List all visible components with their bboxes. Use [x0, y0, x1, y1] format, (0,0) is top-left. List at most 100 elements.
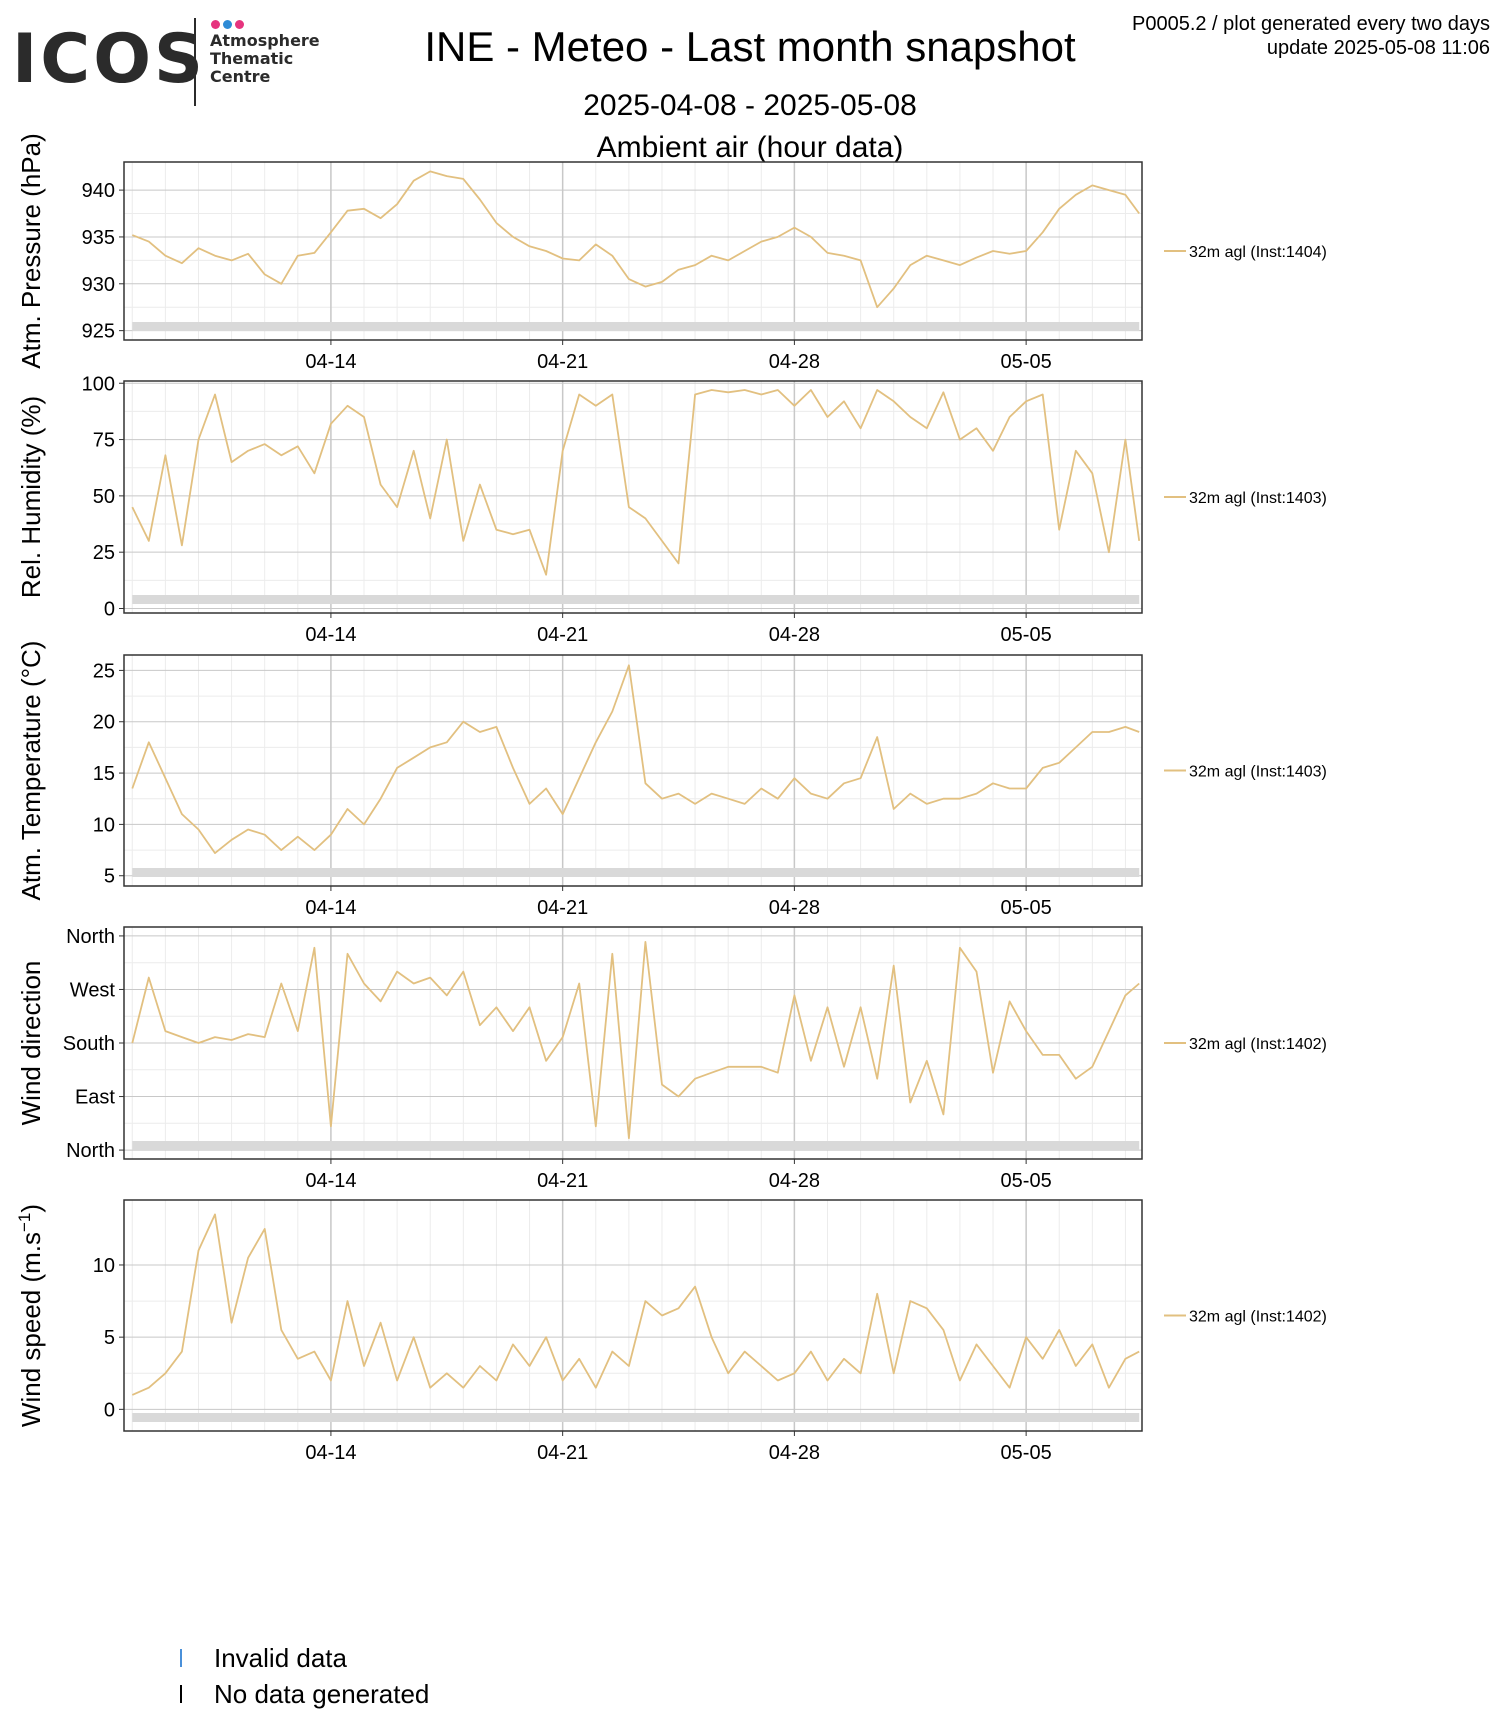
y-tick-label: 5: [104, 1327, 115, 1349]
y-tick-label: 10: [93, 1255, 115, 1277]
chart-panel-temperature: 5 10 15 20 25 04-14 04-21 04-28 05-05 32m agl (In…: [16, 641, 1327, 919]
x-tick-label: 04-21: [537, 624, 588, 646]
icos-logo: ICOS Atmosphere Thematic Centre: [12, 14, 332, 106]
x-tick-label: 04-21: [537, 1170, 588, 1192]
x-tick-label: 05-05: [1001, 351, 1052, 373]
x-tick-label: 05-05: [1001, 897, 1052, 919]
plot-info: P0005.2 / plot generated every two days …: [1132, 12, 1490, 60]
y-axis-label-end: ): [16, 1204, 46, 1213]
footer-legend: Invalid data No data generated: [150, 1640, 429, 1712]
x-tick-label: 04-14: [305, 1170, 356, 1192]
legend-invalid-label: Invalid data: [214, 1643, 347, 1673]
y-tick-label: West: [70, 979, 116, 1001]
y-tick-label: 10: [93, 814, 115, 836]
legend-label: 32m agl (Inst:1402): [1189, 1036, 1327, 1053]
x-tick-label: 04-14: [305, 1442, 356, 1464]
y-axis-label: Wind direction: [16, 961, 46, 1126]
y-tick-label: 5: [104, 866, 115, 888]
y-axis-label-superscript: −1: [15, 1213, 34, 1232]
series-line-temperature: [131, 664, 1140, 854]
no-data-band: [132, 1413, 1140, 1422]
logo-text: Atmosphere Thematic Centre: [210, 32, 320, 86]
y-axis-label: Rel. Humidity (%): [16, 396, 46, 598]
y-tick-label: 940: [82, 180, 115, 202]
no-data-band: [132, 1141, 1140, 1150]
y-axis-label: Atm. Pressure (hPa): [16, 133, 46, 369]
logo-line-3: Centre: [210, 67, 271, 86]
no-data-mark: [180, 1685, 182, 1704]
panel-background: [124, 1200, 1142, 1431]
logo-dot: [235, 20, 244, 29]
logo-line-1: Atmosphere: [210, 31, 320, 50]
legend-label: 32m agl (Inst:1403): [1189, 764, 1327, 781]
no-data-band: [132, 322, 1140, 331]
x-tick-label: 04-28: [769, 351, 820, 373]
page-title: INE - Meteo - Last month snapshot: [424, 23, 1076, 70]
x-tick-label: 04-14: [305, 897, 356, 919]
legend-label: 32m agl (Inst:1403): [1189, 490, 1327, 507]
legend-no-data-label: No data generated: [214, 1679, 430, 1709]
y-tick-label: North: [66, 926, 115, 948]
series-line-humidity: [131, 389, 1141, 576]
logo-line-2: Thematic: [210, 49, 294, 68]
panel-border: [123, 161, 1143, 341]
y-tick-label: North: [66, 1140, 115, 1162]
x-tick-label: 05-05: [1001, 1170, 1052, 1192]
y-tick-label: South: [63, 1033, 115, 1055]
series-line-pressure: [131, 170, 1140, 309]
panel-background: [124, 381, 1142, 613]
no-data-band: [132, 595, 1140, 604]
y-axis-label: Wind speed (m.s−1): [15, 1204, 46, 1427]
y-tick-label: 925: [82, 321, 115, 343]
logo-dots: [211, 16, 247, 30]
legend-label: 32m agl (Inst:1404): [1189, 244, 1327, 261]
x-tick-label: 04-14: [305, 351, 356, 373]
legend-no-data: No data generated: [150, 1676, 429, 1712]
series-line-wind_direction: [131, 941, 1140, 1140]
chart-panel-wind_speed: 0 5 10 04-14 04-21 04-28 05-05 32m agl (Inst:14…: [15, 1199, 1327, 1464]
x-tick-label: 04-28: [769, 624, 820, 646]
chart-panel-humidity: 0 25 50 75 100 04-14 04-21 04-28 05-05 32m agl (I…: [16, 373, 1327, 646]
date-range: 2025-04-08 - 2025-05-08: [583, 89, 917, 122]
x-tick-label: 04-28: [769, 1442, 820, 1464]
plot-info-update: update 2025-05-08 11:06: [1266, 37, 1490, 59]
y-tick-label: East: [75, 1087, 115, 1109]
y-tick-label: 15: [93, 763, 115, 785]
y-tick-label: 0: [104, 598, 115, 620]
x-tick-label: 05-05: [1001, 1442, 1052, 1464]
x-tick-label: 04-21: [537, 1442, 588, 1464]
chart-panel-wind_direction: North East South West North 04-14 04-21 04-28 05…: [16, 926, 1327, 1192]
chart-subtitle: Ambient air (hour data): [596, 131, 904, 164]
panel-border: [123, 926, 1143, 1160]
legend-label: 32m agl (Inst:1402): [1189, 1309, 1327, 1326]
series-line-wind_speed: [131, 1213, 1140, 1396]
y-tick-label: 20: [93, 712, 115, 734]
invalid-data-mark: [180, 1649, 182, 1668]
panel-border: [123, 654, 1143, 887]
y-tick-label: 935: [82, 227, 115, 249]
x-tick-label: 04-21: [537, 897, 588, 919]
y-tick-label: 0: [104, 1399, 115, 1421]
y-tick-label: 75: [93, 430, 115, 452]
plot-info-generation: P0005.2 / plot generated every two days: [1131, 13, 1490, 35]
x-tick-label: 04-14: [305, 624, 356, 646]
panel-background: [124, 162, 1142, 340]
logo-dot: [223, 20, 232, 29]
y-tick-label: 25: [93, 542, 115, 564]
x-tick-label: 04-28: [769, 897, 820, 919]
y-tick-label: 100: [82, 373, 115, 395]
no-data-band: [132, 868, 1140, 877]
y-tick-label: 50: [93, 486, 115, 508]
logo-dot: [211, 20, 220, 29]
y-tick-label: 930: [82, 274, 115, 296]
logo-divider: [194, 18, 196, 106]
legend-invalid-data: Invalid data: [150, 1640, 429, 1676]
y-axis-label: Atm. Temperature (°C): [16, 641, 46, 901]
y-tick-label: 25: [93, 660, 115, 682]
x-tick-label: 04-21: [537, 351, 588, 373]
logo-wordmark: ICOS: [12, 20, 206, 99]
chart-panel-pressure: 925 930 935 940 04-14 04-21 04-28 05-05 32m agl …: [16, 133, 1327, 373]
x-tick-label: 05-05: [1001, 624, 1052, 646]
x-tick-label: 04-28: [769, 1170, 820, 1192]
